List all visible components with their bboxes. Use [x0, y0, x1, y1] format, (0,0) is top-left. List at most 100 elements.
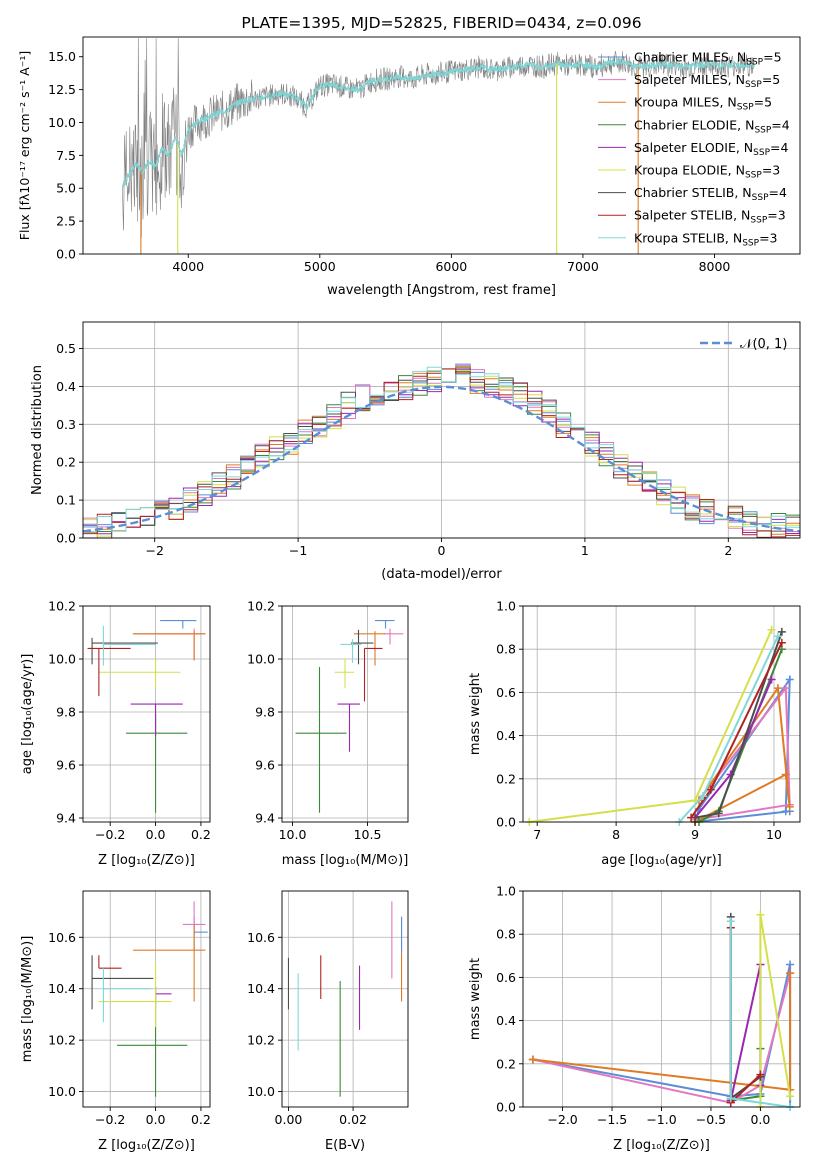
- y-tick-label: 15.0: [48, 49, 76, 64]
- y-axis-label: mass weight: [468, 673, 483, 755]
- mass-weight-point: [785, 802, 794, 811]
- x-axis-label: (data-model)/error: [381, 567, 502, 582]
- histogram-series: [82, 366, 800, 538]
- legend-label: Chabrier MILES, NSSP=5: [634, 50, 782, 68]
- y-tick-label: 10.0: [247, 1084, 275, 1099]
- legend-label: 𝒩(0, 1): [740, 337, 787, 352]
- axes-frame: [522, 605, 801, 823]
- axes-frame: [281, 605, 409, 823]
- y-axis-label: age [log₁₀(age/yr)]: [20, 654, 35, 775]
- chart-title: PLATE=1395, MJD=52825, FIBERID=0434, z=0…: [241, 14, 641, 32]
- mass-weight-point: [785, 675, 794, 684]
- x-tick-label: 10.0: [279, 827, 307, 842]
- mass-weight-point: [786, 1092, 795, 1101]
- x-tick-label: −1: [289, 543, 307, 558]
- mass-weight-line: [729, 916, 761, 1101]
- x-tick-label: 0.00: [275, 1112, 303, 1127]
- x-tick-label: 0.0: [750, 1112, 770, 1127]
- gaussian-reference-line: [82, 385, 801, 533]
- y-tick-label: 9.8: [56, 705, 76, 720]
- mass-weight-point: [687, 813, 696, 822]
- y-tick-label: 10.0: [48, 1084, 76, 1099]
- y-tick-label: 10.0: [48, 652, 76, 667]
- mass-weight-point: [786, 969, 795, 978]
- y-tick-label: 9.8: [255, 705, 275, 720]
- mass-weight-point: [767, 675, 776, 684]
- y-tick-label: 9.6: [255, 758, 275, 773]
- legend-label: Salpeter ELODIE, NSSP=4: [634, 140, 789, 158]
- legend-label: Chabrier STELIB, NSSP=4: [634, 185, 787, 203]
- mass-weight-point: [756, 910, 765, 919]
- y-tick-label: 10.6: [247, 930, 275, 945]
- y-tick-label: 9.4: [255, 811, 275, 826]
- x-axis-label: Z [log₁₀(Z/Z⊙)]: [613, 1138, 710, 1153]
- y-tick-label: 0.4: [496, 728, 516, 743]
- mass-weight-point: [773, 684, 782, 693]
- y-tick-label: 0.2: [496, 1056, 516, 1071]
- y-tick-label: 0.8: [496, 642, 516, 657]
- y-tick-label: 10.0: [48, 115, 76, 130]
- y-tick-label: 0.0: [56, 247, 76, 262]
- mass-weight-point: [773, 632, 782, 641]
- y-tick-label: 0.2: [496, 771, 516, 786]
- x-tick-label: 7: [533, 827, 541, 842]
- y-tick-label: 0.8: [496, 927, 516, 942]
- mass-weight-line: [678, 635, 779, 823]
- x-tick-label: 6000: [435, 259, 467, 274]
- y-tick-label: 10.2: [247, 599, 275, 614]
- x-tick-label: 8000: [699, 259, 731, 274]
- mass-weight-point: [777, 638, 786, 647]
- x-axis-label: wavelength [Angstrom, rest frame]: [327, 283, 556, 298]
- y-tick-label: 10.0: [247, 652, 275, 667]
- mass-weight-point: [706, 785, 715, 794]
- x-axis-label: Z [log₁₀(Z/Z⊙)]: [98, 853, 195, 868]
- mass-weight-point: [726, 1094, 735, 1103]
- y-tick-label: 10.4: [48, 981, 76, 996]
- mass-weight-point: [781, 770, 790, 779]
- axes-frame: [82, 890, 211, 1108]
- x-tick-label: −2: [145, 543, 163, 558]
- x-tick-label: 0.0: [146, 827, 166, 842]
- y-tick-label: 10.2: [247, 1033, 275, 1048]
- x-tick-label: 0.2: [191, 1112, 211, 1127]
- y-tick-label: 0.0: [56, 531, 76, 546]
- x-tick-label: 10: [766, 827, 782, 842]
- mass-weight-point: [786, 960, 795, 969]
- y-tick-label: 12.5: [48, 82, 76, 97]
- y-tick-label: 0.5: [56, 341, 76, 356]
- y-axis-label: mass weight: [468, 958, 483, 1040]
- x-tick-label: 8: [612, 827, 620, 842]
- legend-label: Chabrier ELODIE, NSSP=4: [634, 117, 790, 135]
- y-axis-label: Flux [fλ10⁻¹⁷ erg cm⁻² s⁻¹ A⁻¹]: [17, 51, 32, 240]
- x-tick-label: 10.5: [354, 827, 382, 842]
- y-tick-label: 9.6: [56, 758, 76, 773]
- legend-label: Kroupa MILES, NSSP=5: [634, 95, 772, 113]
- axes-frame: [281, 890, 409, 1108]
- x-tick-label: 0.0: [146, 1112, 166, 1127]
- legend-label: Kroupa STELIB, NSSP=3: [634, 230, 778, 248]
- axes-frame: [82, 36, 801, 255]
- x-tick-label: 4000: [172, 259, 204, 274]
- x-tick-label: −0.2: [95, 827, 125, 842]
- mass-weight-point: [777, 627, 786, 636]
- x-tick-label: −2.0: [547, 1112, 577, 1127]
- x-axis-label: mass [log₁₀(M/M⊙)]: [282, 853, 409, 868]
- x-tick-label: 0.2: [191, 827, 211, 842]
- x-tick-label: 0.02: [339, 1112, 367, 1127]
- x-tick-label: −1.5: [597, 1112, 627, 1127]
- mass-weight-point: [714, 809, 723, 818]
- y-tick-label: 0.6: [496, 685, 516, 700]
- y-tick-label: 0.0: [496, 1100, 516, 1115]
- x-axis-label: E(B-V): [325, 1138, 365, 1153]
- y-tick-label: 10.2: [48, 1033, 76, 1048]
- y-tick-label: 10.6: [48, 930, 76, 945]
- data-spectrum-line: [122, 38, 755, 238]
- mass-weight-point: [767, 625, 776, 634]
- y-tick-label: 0.6: [496, 970, 516, 985]
- y-tick-label: 0.1: [56, 493, 76, 508]
- y-tick-label: 7.5: [56, 148, 76, 163]
- x-axis-label: age [log₁₀(age/yr)]: [601, 853, 722, 868]
- x-tick-label: 5000: [304, 259, 336, 274]
- y-axis-label: Normed distribution: [30, 365, 45, 495]
